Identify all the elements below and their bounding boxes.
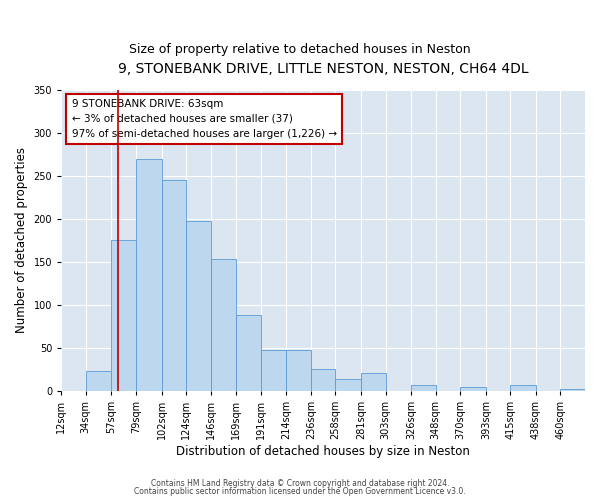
Bar <box>211 259 236 390</box>
Bar <box>361 372 386 390</box>
Bar <box>286 350 311 391</box>
Bar <box>186 222 211 390</box>
Title: 9, STONEBANK DRIVE, LITTLE NESTON, NESTON, CH64 4DL: 9, STONEBANK DRIVE, LITTLE NESTON, NESTO… <box>118 62 529 76</box>
Text: Contains public sector information licensed under the Open Government Licence v3: Contains public sector information licen… <box>134 487 466 496</box>
X-axis label: Distribution of detached houses by size in Neston: Distribution of detached houses by size … <box>176 444 470 458</box>
Bar <box>560 389 585 390</box>
Text: Contains HM Land Registry data © Crown copyright and database right 2024.: Contains HM Land Registry data © Crown c… <box>151 478 449 488</box>
Bar <box>86 371 112 390</box>
Bar <box>311 369 335 390</box>
Bar <box>136 159 161 390</box>
Bar <box>260 350 286 391</box>
Bar <box>411 384 436 390</box>
Bar <box>112 240 136 390</box>
Text: 9 STONEBANK DRIVE: 63sqm
← 3% of detached houses are smaller (37)
97% of semi-de: 9 STONEBANK DRIVE: 63sqm ← 3% of detache… <box>71 99 337 139</box>
Bar <box>460 387 486 390</box>
Text: Size of property relative to detached houses in Neston: Size of property relative to detached ho… <box>129 42 471 56</box>
Bar <box>511 386 536 390</box>
Bar <box>236 315 260 390</box>
Bar <box>335 380 361 390</box>
Y-axis label: Number of detached properties: Number of detached properties <box>15 148 28 334</box>
Bar <box>161 180 186 390</box>
